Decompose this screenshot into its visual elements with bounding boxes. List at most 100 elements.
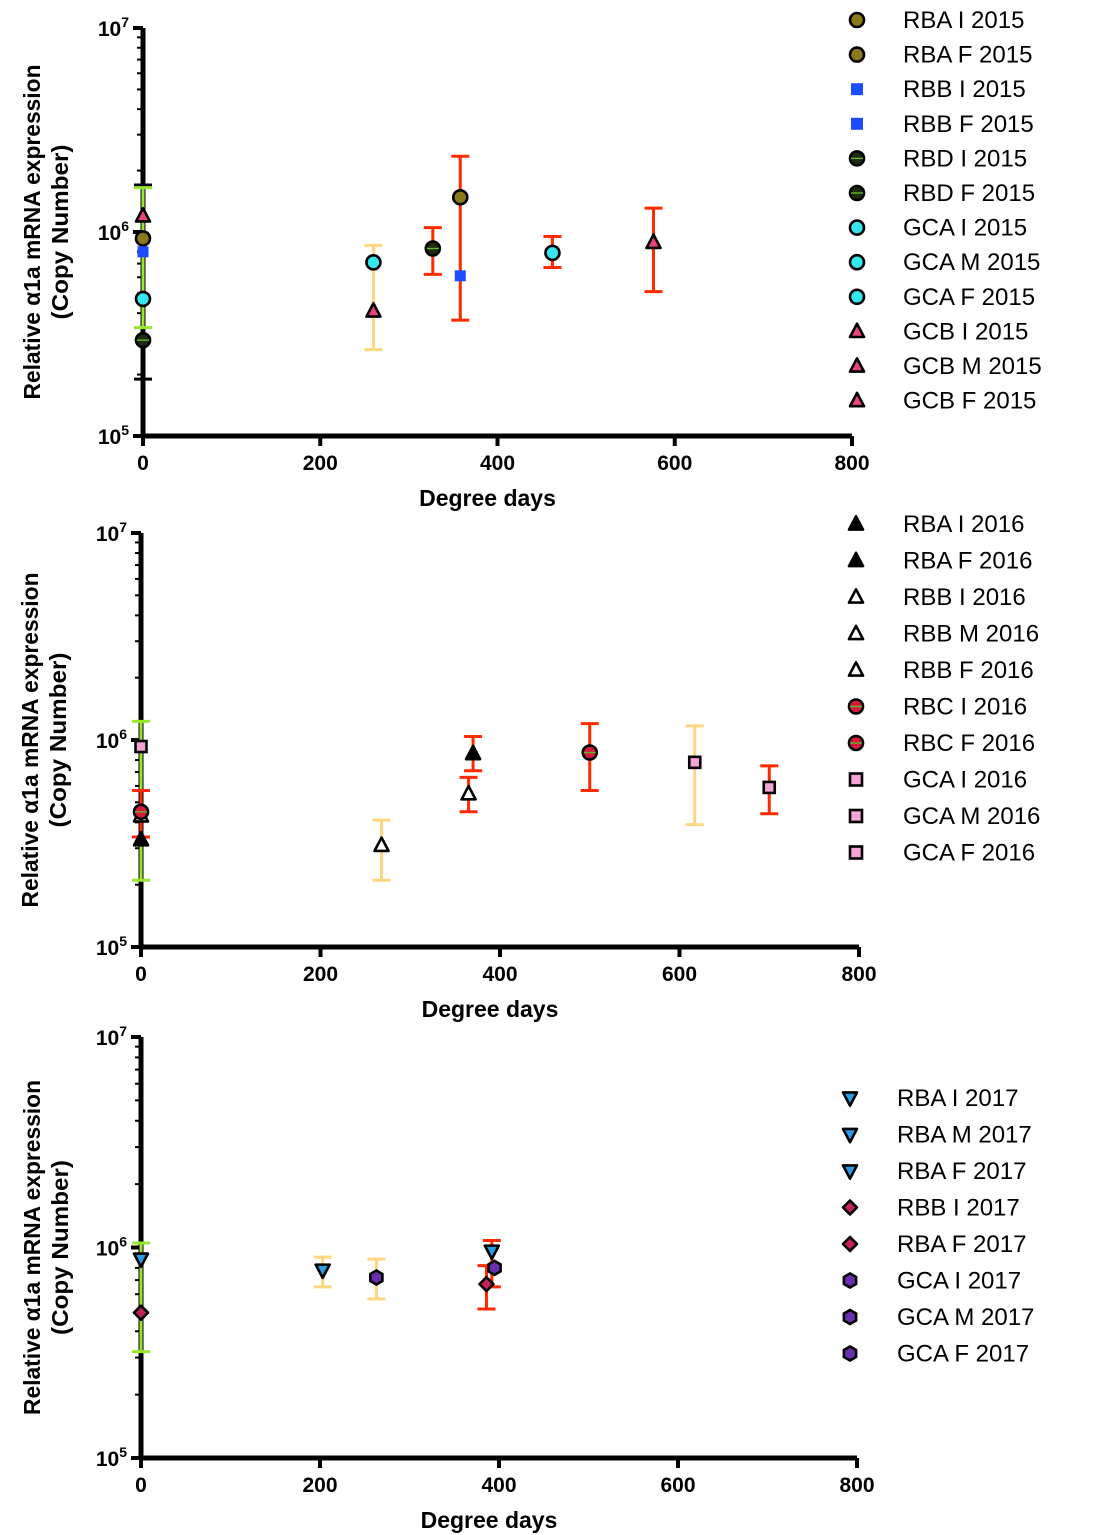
legend-item: GCA M 2016 (848, 803, 1040, 830)
legend-label: RBB I 2016 (903, 584, 1026, 611)
legend-label: GCA I 2016 (903, 767, 1027, 794)
data-point (454, 270, 466, 282)
x-tick-label: 400 (481, 1474, 516, 1497)
data-point (134, 290, 152, 308)
legend-item: RBA I 2016 (847, 511, 1024, 538)
data-point (483, 1244, 501, 1261)
legend-label: RBA F 2017 (897, 1231, 1026, 1258)
legend-marker (842, 1272, 858, 1289)
legend-label: GCA F 2016 (903, 840, 1035, 867)
legend-marker (841, 1127, 859, 1144)
legend-marker (841, 1235, 859, 1253)
x-tick-label: 400 (482, 963, 517, 986)
legend-marker (841, 1164, 859, 1180)
legend-label: RBA M 2017 (897, 1122, 1032, 1149)
legend-marker (851, 83, 863, 96)
data-point (134, 230, 152, 247)
legend-item: RBB I 2016 (847, 584, 1026, 611)
legend-marker (848, 219, 866, 236)
legend-label: RBC F 2016 (903, 730, 1035, 757)
x-tick-label: 0 (135, 1474, 147, 1497)
legend-label: GCB F 2015 (903, 388, 1036, 415)
data-point (487, 1259, 502, 1277)
data-point-body (365, 254, 382, 271)
data-point (544, 244, 561, 262)
y-tick-label: 105 (96, 1444, 127, 1471)
legend-label: RBC I 2016 (903, 694, 1027, 721)
x-tick-label: 200 (302, 1474, 337, 1497)
legend-label: RBB I 2017 (897, 1195, 1020, 1222)
data-point (134, 739, 148, 754)
data-point (460, 784, 477, 801)
data-point (137, 246, 149, 258)
x-tick-label: 600 (657, 452, 692, 475)
legend-marker (847, 551, 865, 568)
legend-item: RBA F 2017 (841, 1231, 1026, 1258)
legend-label: GCA F 2017 (897, 1341, 1029, 1368)
y-tick-label: 106 (96, 726, 127, 753)
legend-marker (848, 150, 866, 167)
legend-marker (848, 184, 866, 202)
legend-marker (848, 845, 864, 860)
data-point-body (134, 290, 152, 308)
data-point-body (451, 188, 469, 206)
x-tick-label: 600 (660, 1474, 695, 1497)
legend-item: RBA I 2015 (848, 7, 1024, 34)
legend-item: GCA F 2015 (848, 284, 1035, 311)
legend-marker (848, 356, 866, 373)
legend-marker (847, 587, 865, 604)
error-bar (685, 724, 704, 827)
legend-item: RBD F 2015 (848, 180, 1035, 207)
legend-item: GCA I 2015 (848, 215, 1027, 242)
legend-item: RBB F 2015 (851, 111, 1034, 138)
legend-item: RBA F 2016 (847, 548, 1032, 575)
legend-label: GCA I 2017 (897, 1268, 1021, 1295)
data-point-body (544, 244, 561, 262)
legend-item: RBA M 2017 (841, 1122, 1032, 1149)
x-axis-title: Degree days (419, 485, 556, 511)
x-tick-label: 600 (662, 963, 697, 986)
x-tick-label: 200 (303, 963, 338, 986)
legend-marker (848, 772, 864, 787)
legend-label: GCA F 2015 (903, 284, 1035, 311)
y-tick-label: 107 (96, 519, 127, 546)
legend-item: GCB I 2015 (848, 318, 1028, 345)
data-point (581, 744, 599, 761)
data-point-body (134, 230, 152, 247)
y-tick-label: 107 (96, 1023, 127, 1050)
x-tick-label: 0 (135, 963, 147, 986)
data-point (424, 240, 442, 257)
y-tick-label: 106 (98, 218, 129, 245)
legend-label: GCA M 2017 (897, 1304, 1034, 1331)
data-point (451, 188, 469, 206)
legend-marker (848, 322, 866, 339)
legend-marker (851, 117, 863, 130)
data-point (365, 301, 382, 318)
legend-label: RBB M 2016 (903, 621, 1039, 648)
legend-marker (847, 698, 865, 715)
legend-marker (842, 1345, 858, 1362)
y-axis-title: Relative α1a mRNA expression (19, 1080, 45, 1415)
legend-item: RBA I 2017 (841, 1085, 1018, 1112)
legend-item: RBB M 2016 (847, 621, 1039, 648)
legend-label: RBA I 2016 (903, 511, 1024, 538)
legend-label: GCA I 2015 (903, 215, 1027, 242)
legend-item: GCB M 2015 (848, 353, 1042, 380)
legend-marker (847, 734, 865, 752)
legend-marker (847, 514, 865, 531)
legend-label: RBB F 2015 (903, 111, 1034, 138)
x-axis-title: Degree days (421, 1507, 558, 1533)
data-point (464, 744, 482, 761)
data-point (134, 331, 152, 349)
legend-item: RBB I 2017 (841, 1195, 1020, 1222)
y-tick-label: 105 (98, 422, 129, 449)
data-point (132, 1304, 150, 1322)
legend-marker (848, 46, 866, 63)
y-axis-subtitle: (Copy Number) (47, 145, 73, 320)
legend-item: GCA M 2015 (848, 249, 1040, 276)
x-tick-label: 400 (480, 452, 515, 475)
x-tick-label: 800 (841, 963, 876, 986)
legend-item: RBC F 2016 (847, 730, 1035, 757)
legend-label: RBB I 2015 (903, 76, 1026, 103)
